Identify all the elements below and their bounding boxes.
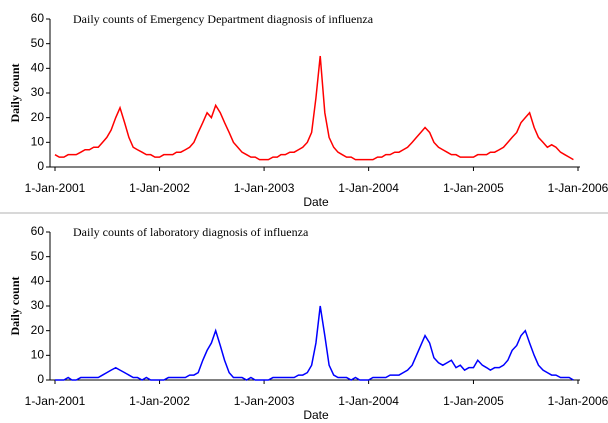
x-tick-label: 1-Jan-2002	[129, 181, 190, 195]
x-tick-label: 1-Jan-2001	[25, 394, 86, 408]
y-tick-label: 60	[31, 11, 45, 25]
x-axis-title: Date	[303, 408, 329, 422]
y-tick-label: 50	[31, 249, 45, 263]
x-tick-label: 1-Jan-2003	[234, 394, 295, 408]
y-tick-label: 30	[31, 85, 45, 99]
y-tick-label: 10	[31, 135, 45, 149]
x-tick-label: 1-Jan-2006	[548, 181, 608, 195]
series-line	[54, 55, 574, 161]
x-tick-label: 1-Jan-2006	[548, 394, 608, 408]
series-line	[55, 305, 574, 381]
y-tick-label: 10	[31, 348, 45, 362]
x-tick-label: 1-Jan-2004	[338, 181, 399, 195]
x-tick-label: 1-Jan-2005	[443, 181, 504, 195]
x-tick-label: 1-Jan-2002	[129, 394, 190, 408]
y-tick-label: 20	[31, 110, 45, 124]
x-tick-label: 1-Jan-2003	[234, 181, 295, 195]
y-tick-label: 0	[37, 159, 44, 173]
y-tick-label: 60	[31, 224, 45, 238]
y-tick-label: 40	[31, 61, 45, 75]
y-tick-label: 0	[37, 372, 44, 386]
x-tick-label: 1-Jan-2001	[25, 181, 86, 195]
x-tick-label: 1-Jan-2004	[338, 394, 399, 408]
chart-title: Daily counts of Emergency Department dia…	[73, 12, 374, 26]
y-axis-title: Daily count	[8, 276, 22, 335]
x-axis-title: Date	[303, 195, 329, 209]
y-axis-title: Daily count	[8, 63, 22, 122]
chart-title: Daily counts of laboratory diagnosis of …	[73, 225, 309, 239]
y-tick-label: 50	[31, 36, 45, 50]
y-tick-label: 30	[31, 298, 45, 312]
x-tick-label: 1-Jan-2005	[443, 394, 504, 408]
y-tick-label: 40	[31, 274, 45, 288]
y-tick-label: 20	[31, 323, 45, 337]
